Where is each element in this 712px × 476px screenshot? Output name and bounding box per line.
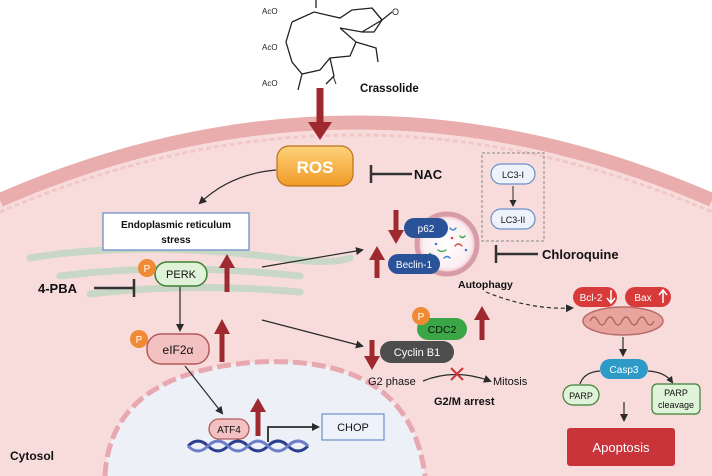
casp3-to-cleavage-arrow: [647, 370, 674, 384]
apoptosis-label: Apoptosis: [592, 440, 650, 455]
acetyl-label-1: AcO: [262, 7, 278, 16]
compound-name: Crassolide: [360, 83, 419, 95]
atf4-box: [208, 418, 250, 440]
cdc2-phospho-label: P: [418, 312, 425, 323]
perk-phospho-label: P: [144, 264, 151, 275]
ros-to-er-arrow: [198, 169, 277, 205]
atf4-label: ATF4: [217, 425, 241, 436]
beclin-label: Beclin-1: [396, 260, 433, 271]
chop-box: [321, 413, 385, 441]
eif2a-phospho-badge: [130, 330, 148, 348]
bax-up-arrow: [658, 288, 668, 303]
bcl2-box: [573, 287, 617, 307]
cyclin-label: Cyclin B1: [394, 347, 440, 359]
g2-label: G2 phase: [368, 376, 416, 388]
acetyl-label-2: AcO: [262, 43, 278, 52]
nac-label: NAC: [414, 167, 443, 182]
parp-label: PARP: [569, 391, 593, 401]
perk-label: PERK: [166, 269, 197, 281]
autophagosome-cargo: [428, 227, 468, 259]
chloroquine-label: Chloroquine: [542, 247, 619, 262]
mitochondrion-cristae: [589, 316, 655, 326]
apoptosis-box: [567, 428, 675, 466]
er-to-cyclin-arrow: [261, 319, 364, 349]
cytosol-label: Cytosol: [10, 449, 54, 463]
eif2a-box: [146, 333, 210, 365]
er-to-autophagy-arrow: [261, 247, 364, 268]
cdc2-box: [417, 318, 467, 340]
parp-cleavage-box: [651, 383, 701, 415]
chop-label: CHOP: [337, 422, 369, 434]
eif2a-to-atf4-arrow: [184, 365, 224, 415]
perk-box: [154, 261, 208, 287]
parp-cleavage-label-2: cleavage: [658, 400, 694, 410]
bax-box: [625, 287, 671, 307]
promoter-arrow: [267, 423, 320, 442]
arrest-label: G2/M arrest: [434, 396, 495, 408]
p62-box: [404, 218, 448, 238]
casp3-label: Casp3: [610, 365, 639, 376]
parp-cleavage-label-1: PARP: [664, 388, 688, 398]
bcl2-label: Bcl-2: [580, 293, 603, 304]
eif2a-phospho-label: P: [136, 335, 143, 346]
nuclear-envelope: [102, 359, 428, 476]
er-stress-label-2: stress: [161, 235, 191, 246]
bcl2-down-arrow: [606, 290, 616, 305]
bax-label: Bax: [634, 293, 651, 304]
ros-label: ROS: [297, 158, 334, 177]
p62-label: p62: [418, 224, 435, 235]
dna-helix: [186, 439, 310, 453]
autophagy-label: Autophagy: [458, 279, 513, 291]
mitosis-label: Mitosis: [493, 376, 528, 388]
perk-phospho-badge: [138, 259, 156, 277]
oxygen-label: O: [392, 7, 399, 17]
ros-box: [276, 145, 354, 187]
cdc2-phospho-badge: [412, 307, 430, 325]
mitochondrion: [582, 306, 664, 336]
block-cross: [450, 367, 464, 381]
parp-box: [562, 384, 600, 406]
cell-membrane: [0, 115, 712, 207]
er-stress-label-1: Endoplasmic reticulum: [121, 220, 231, 231]
lc3-i-label: LC3-I: [502, 170, 524, 180]
pba-label: 4-PBA: [38, 281, 78, 296]
lc3-ii-box: [490, 208, 536, 230]
crassolide-structure: [285, 0, 393, 91]
cyclin-box: [380, 341, 454, 363]
lc3-panel: [481, 152, 545, 242]
acetyl-label-3: AcO: [262, 79, 278, 88]
cell-membrane-inner: [0, 133, 712, 214]
cdc2-label: CDC2: [428, 324, 457, 336]
lc3-i-box: [490, 163, 536, 185]
er-stress-box: [102, 212, 250, 251]
casp3-box: [600, 359, 648, 379]
beclin-box: [388, 254, 440, 274]
casp3-parp-curve: [579, 370, 601, 385]
lc3-ii-label: LC3-II: [501, 215, 526, 225]
nucleus: [105, 361, 425, 476]
eif2a-label: eIF2α: [163, 343, 194, 357]
autophagy-to-mitochondria-arrow: [485, 291, 574, 313]
